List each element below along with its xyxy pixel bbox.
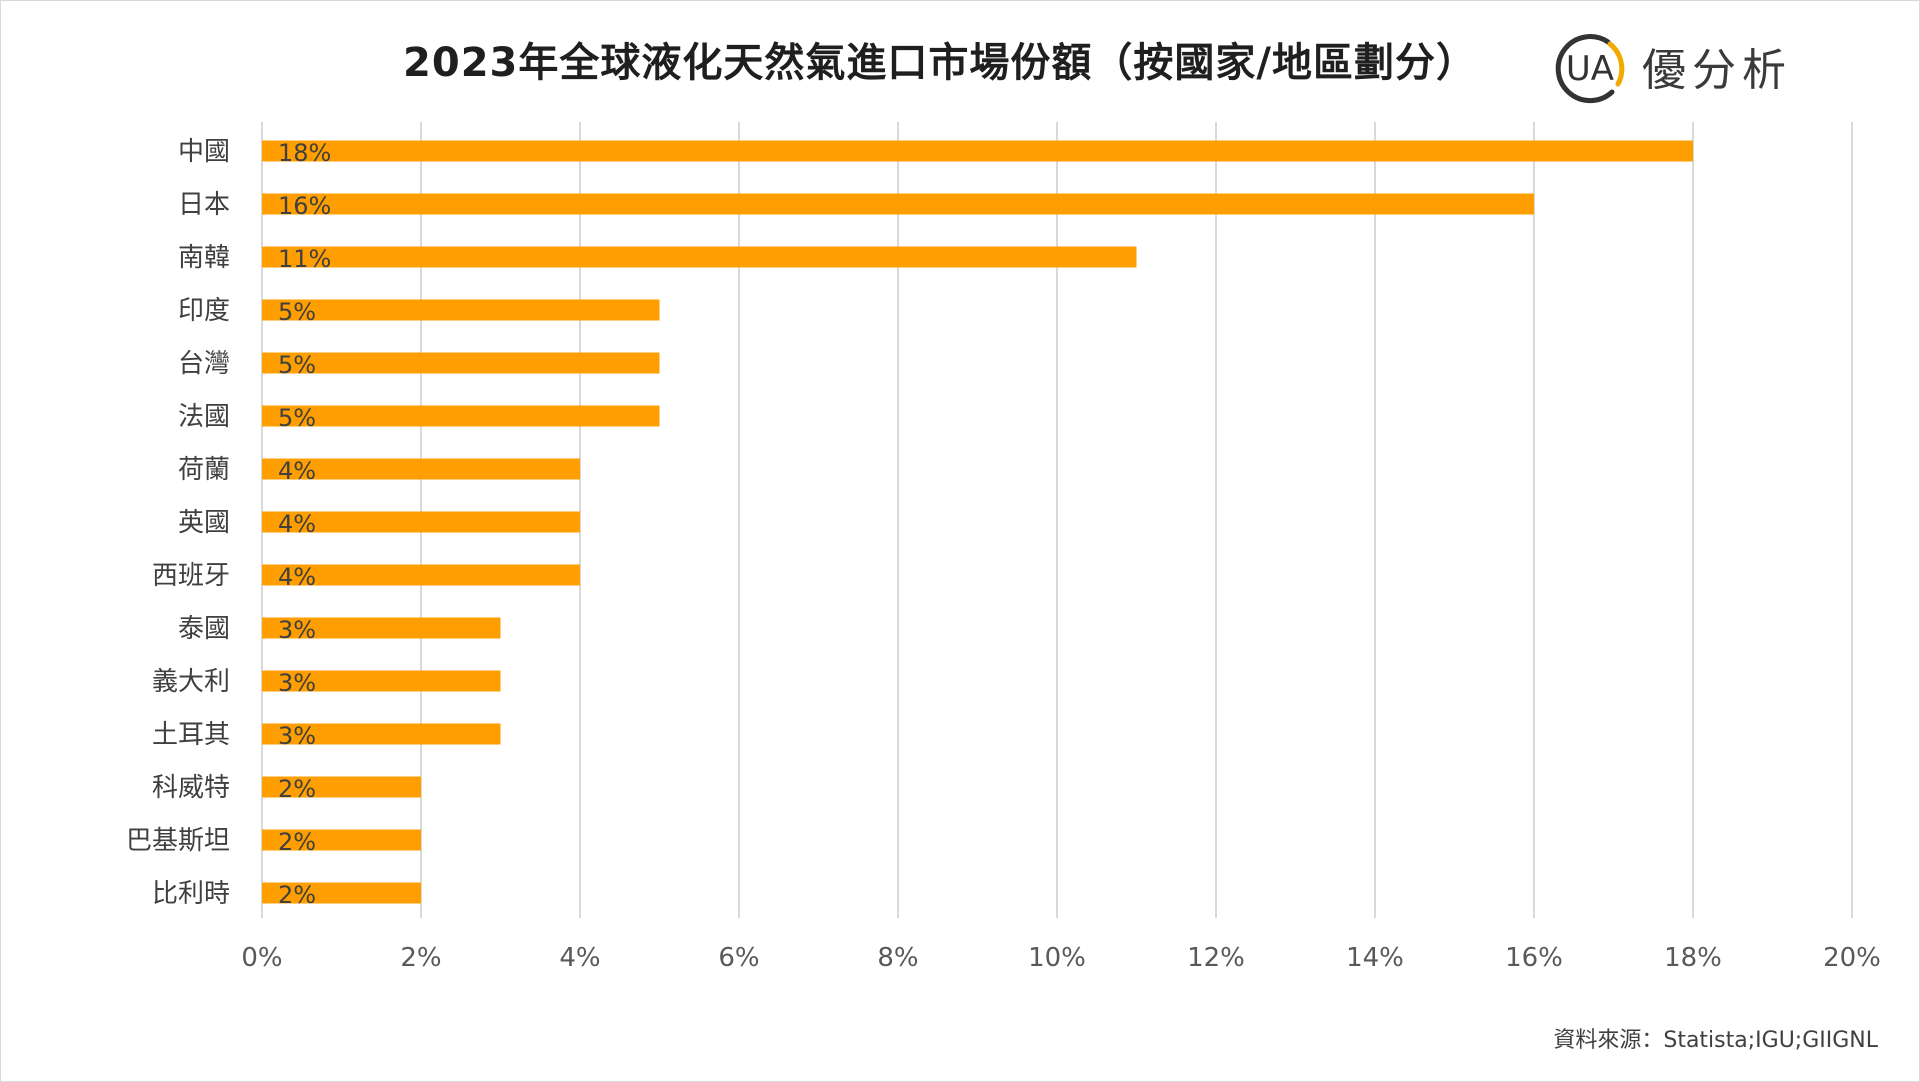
category-label: 印度: [178, 296, 230, 326]
x-tick-label: 4%: [559, 943, 600, 973]
x-tick-label: 0%: [241, 943, 282, 973]
bar: [262, 882, 421, 904]
category-label: 荷蘭: [178, 455, 230, 485]
data-label: 3%: [278, 669, 316, 697]
data-label: 5%: [278, 298, 316, 326]
category-label: 義大利: [152, 667, 230, 697]
category-label: 中國: [178, 137, 230, 167]
bar: [262, 617, 501, 639]
category-label: 英國: [178, 508, 230, 538]
bar: [262, 723, 501, 745]
brand-logo: UA 優分析: [1550, 26, 1792, 106]
category-label: 法國: [178, 402, 230, 432]
bar: [262, 140, 1693, 162]
data-label: 5%: [278, 351, 316, 379]
category-label: 巴基斯坦: [126, 826, 230, 856]
category-label: 南韓: [178, 243, 230, 273]
bar: [262, 564, 580, 586]
data-label: 11%: [278, 245, 331, 273]
bar: [262, 458, 580, 480]
x-tick-label: 16%: [1505, 943, 1563, 973]
category-label: 西班牙: [152, 561, 230, 591]
bar: [262, 670, 501, 692]
x-tick-label: 2%: [400, 943, 441, 973]
bar: [262, 405, 660, 427]
data-label: 4%: [278, 457, 316, 485]
bar: [262, 829, 421, 851]
x-tick-label: 18%: [1664, 943, 1722, 973]
x-axis-tick-labels: 0% 2% 4% 6% 8% 10% 12% 14% 16% 18% 20%: [241, 943, 1881, 973]
category-label: 科威特: [152, 773, 230, 803]
x-tick-label: 12%: [1187, 943, 1245, 973]
bar: [262, 193, 1534, 215]
x-tick-label: 8%: [877, 943, 918, 973]
data-label: 2%: [278, 828, 316, 856]
category-label: 台灣: [178, 349, 230, 379]
bar: [262, 299, 660, 321]
x-tick-label: 14%: [1346, 943, 1404, 973]
bars: [262, 140, 1693, 904]
category-label: 日本: [178, 190, 230, 220]
bar: [262, 511, 580, 533]
data-label: 4%: [278, 563, 316, 591]
chart-title: 2023年全球液化天然氣進口市場份額（按國家/地區劃分）: [403, 40, 1477, 86]
data-label: 3%: [278, 616, 316, 644]
bar: [262, 246, 1137, 268]
source-note: 資料來源：Statista;IGU;GIIGNL: [1553, 1028, 1878, 1053]
category-label: 泰國: [178, 614, 230, 644]
bar: [262, 776, 421, 798]
data-label: 4%: [278, 510, 316, 538]
x-tick-label: 20%: [1823, 943, 1881, 973]
logo-text: 優分析: [1642, 45, 1792, 96]
x-tick-label: 6%: [718, 943, 759, 973]
ua-logo-icon: UA: [1555, 34, 1625, 104]
bar: [262, 352, 660, 374]
category-label: 土耳其: [152, 720, 230, 750]
x-tick-label: 10%: [1028, 943, 1086, 973]
data-label: 2%: [278, 775, 316, 803]
data-label: 16%: [278, 192, 331, 220]
data-label: 18%: [278, 139, 331, 167]
data-labels: 18% 16% 11% 5% 5% 5% 4% 4% 4% 3% 3% 3% 2% 2% 2%: [278, 139, 331, 909]
data-label: 3%: [278, 722, 316, 750]
data-label: 5%: [278, 404, 316, 432]
data-label: 2%: [278, 881, 316, 909]
logo-mark: UA: [1566, 49, 1614, 89]
category-label: 比利時: [152, 879, 230, 909]
